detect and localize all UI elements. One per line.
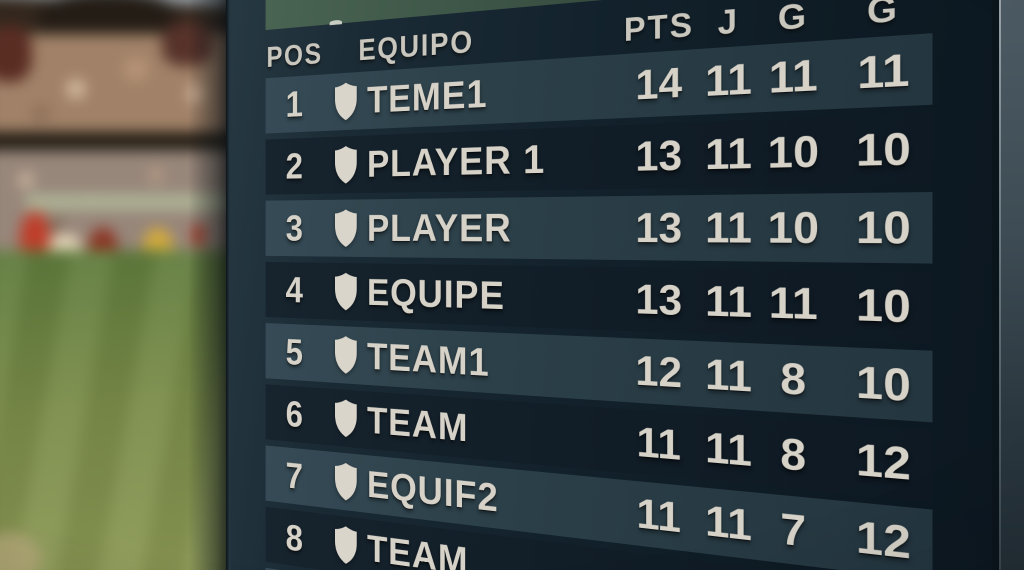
- stand-roof-peak: [38, 0, 178, 40]
- scoreboard-content: POS EQUIPO PTS J G G 1 TEME1 14 11 11 11…: [265, 0, 1024, 570]
- played-value: 11: [705, 276, 752, 327]
- team-shield-icon: [333, 461, 359, 503]
- team-name: EQUIPE: [366, 270, 505, 318]
- points-value: 13: [635, 275, 683, 325]
- points-value: 14: [635, 58, 683, 109]
- stadium-background: [0, 0, 232, 570]
- team-shield-icon: [333, 398, 359, 439]
- points-value: 13: [635, 130, 683, 180]
- points-value: 11: [636, 417, 681, 470]
- played-value: 11: [696, 560, 761, 570]
- row-position: 5: [285, 330, 303, 373]
- played-value: 11: [705, 349, 752, 401]
- team-name: TEAM1: [366, 334, 490, 385]
- g1-value: 11: [768, 49, 818, 103]
- header-pts: PTS: [623, 5, 695, 49]
- g2-value: 11: [857, 43, 910, 99]
- g2-value: 12: [855, 510, 911, 569]
- team-name: PLAYER 1: [366, 135, 546, 185]
- team-shield-icon: [333, 272, 359, 312]
- row-position: 3: [285, 207, 303, 249]
- played-value: 11: [705, 422, 752, 476]
- header-pos: POS: [266, 36, 323, 74]
- scoreboard-panel: POS EQUIPO PTS J G G 1 TEME1 14 11 11 11…: [226, 0, 1024, 570]
- crowd-red-banner: [0, 26, 32, 82]
- header-g2: G: [866, 0, 900, 32]
- played-value: 11: [705, 495, 752, 550]
- table-row: 3 PLAYER 13 11 10 10: [265, 191, 933, 264]
- played-value: 11: [705, 128, 752, 179]
- row-position: 7: [285, 454, 303, 498]
- panel-frame-gap: [992, 0, 999, 570]
- team-shield-icon: [333, 81, 359, 122]
- g1-value: 8: [780, 428, 807, 481]
- g2-value: 10: [855, 356, 911, 411]
- g1-value: 10: [767, 125, 820, 178]
- points-value: 11: [636, 489, 681, 542]
- row-position: 6: [285, 392, 303, 435]
- g1-value: 10: [767, 202, 820, 253]
- board-edge-shadow: [188, 0, 232, 570]
- g2-value: 10: [855, 122, 911, 176]
- row-position: 4: [285, 269, 303, 311]
- played-value: 11: [705, 53, 752, 106]
- g2-value: 10: [855, 201, 911, 254]
- panel-side-frame: [999, 0, 1024, 570]
- points-value: 12: [635, 346, 683, 397]
- header-j: J: [717, 1, 740, 42]
- row-position: 8: [285, 516, 303, 560]
- team-shield-icon: [333, 208, 359, 248]
- team-shield-icon: [333, 524, 359, 567]
- team-shield-icon: [333, 335, 359, 376]
- played-value: 11: [705, 202, 752, 253]
- header-g1: G: [777, 0, 809, 38]
- team-name: PLAYER: [366, 205, 512, 251]
- points-value: 11: [628, 551, 690, 570]
- g2-value: 12: [855, 433, 911, 490]
- points-value: 13: [635, 203, 683, 252]
- row-position: 1: [285, 82, 303, 125]
- team-shield-icon: [333, 145, 359, 185]
- ad-board-band: [26, 194, 232, 210]
- g1-value: 11: [768, 277, 818, 329]
- banner-logo-fragment: [329, 19, 342, 26]
- g1-value: 8: [780, 352, 807, 405]
- g1-value: 7: [780, 503, 807, 557]
- g2-value: 10: [855, 278, 911, 333]
- row-position: 2: [285, 145, 303, 187]
- stand-walkway: [0, 132, 232, 152]
